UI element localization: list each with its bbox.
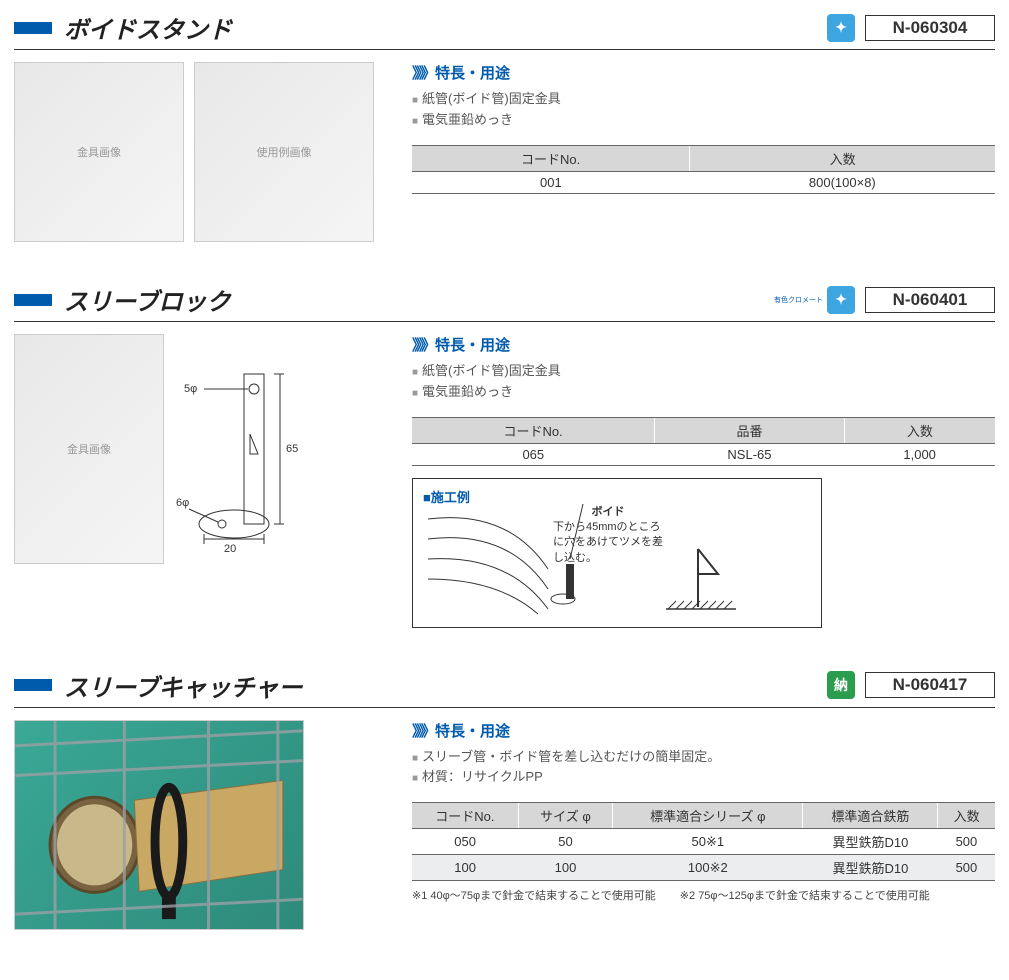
table-cell: 異型鉄筋D10 bbox=[803, 855, 938, 881]
table-cell: 001 bbox=[412, 171, 690, 193]
feature-item: 電気亜鉛めっき bbox=[412, 110, 995, 131]
dimension-diagram: 65 20 5φ 6φ bbox=[174, 334, 344, 554]
feature-item: 電気亜鉛めっき bbox=[412, 382, 995, 403]
table-header: コードNo. bbox=[412, 803, 518, 829]
feature-item: 紙管(ボイド管)固定金具 bbox=[412, 89, 995, 110]
table-cell: 500 bbox=[938, 829, 995, 855]
footnotes: ※1 40φ～75φまで針金で結束することで使用可能 ※2 75φ～125φまで… bbox=[412, 887, 995, 903]
feature-item: 紙管(ボイド管)固定金具 bbox=[412, 361, 995, 382]
table-cell: 1,000 bbox=[844, 443, 995, 465]
feature-list: 紙管(ボイド管)固定金具 電気亜鉛めっき bbox=[412, 361, 995, 403]
footnote: ※2 75φ～125φまで針金で結束することで使用可能 bbox=[680, 887, 930, 903]
category-icon: ✦ bbox=[827, 286, 855, 314]
spec-table: コードNo. サイズ φ 標準適合シリーズ φ 標準適合鉄筋 入数 050 50… bbox=[412, 802, 995, 881]
table-header: 標準適合鉄筋 bbox=[803, 803, 938, 829]
section-title: ボイドスタンド bbox=[64, 10, 827, 45]
table-cell: 100 bbox=[412, 855, 518, 881]
section-title: スリーブロック bbox=[64, 282, 774, 317]
icon-badge-label: 有色クロメート bbox=[774, 295, 823, 305]
spec-table: コードNo. 品番 入数 065 NSL-65 1,000 bbox=[412, 417, 995, 466]
table-cell: 100※2 bbox=[613, 855, 803, 881]
table-header: 品番 bbox=[655, 417, 845, 443]
table-cell: 100 bbox=[518, 855, 612, 881]
info-column: 》》》特長・用途 紙管(ボイド管)固定金具 電気亜鉛めっき コードNo. 品番 … bbox=[412, 334, 995, 628]
table-cell: 800(100×8) bbox=[690, 171, 995, 193]
section-void-stand: ボイドスタンド ✦ N-060304 金具画像 使用例画像 》》》特長・用途 紙… bbox=[14, 10, 995, 242]
table-cell: 065 bbox=[412, 443, 655, 465]
section-sleeve-lock: スリーブロック 有色クロメート ✦ N-060401 金具画像 65 bbox=[14, 282, 995, 628]
table-header: 標準適合シリーズ φ bbox=[613, 803, 803, 829]
accent-bar bbox=[14, 679, 52, 691]
spec-table: コードNo. 入数 001 800(100×8) bbox=[412, 145, 995, 194]
dim-height: 65 bbox=[286, 443, 298, 455]
category-icon: ✦ bbox=[827, 14, 855, 42]
feature-item: 材質：リサイクルPP bbox=[412, 767, 995, 788]
product-code: N-060417 bbox=[865, 672, 995, 698]
table-header: サイズ φ bbox=[518, 803, 612, 829]
product-image: 金具画像 bbox=[14, 334, 164, 564]
table-cell: 500 bbox=[938, 855, 995, 881]
section-header: スリーブロック 有色クロメート ✦ N-060401 bbox=[14, 282, 995, 322]
product-code: N-060401 bbox=[865, 287, 995, 313]
table-header: 入数 bbox=[844, 417, 995, 443]
product-image-usage: 使用例画像 bbox=[194, 62, 374, 242]
table-cell: 50※1 bbox=[613, 829, 803, 855]
section-title: スリーブキャッチャー bbox=[64, 668, 827, 703]
installation-example: ■施工例 ボイド 下から45mmのところに穴をあけてツメを差し込む。 bbox=[412, 478, 822, 628]
product-image: 金具画像 bbox=[14, 62, 184, 242]
feature-list: 紙管(ボイド管)固定金具 電気亜鉛めっき bbox=[412, 89, 995, 131]
table-cell: 50 bbox=[518, 829, 612, 855]
features-heading: 》》》特長・用途 bbox=[412, 334, 995, 355]
product-image bbox=[14, 720, 304, 930]
footnote: ※1 40φ～75φまで針金で結束することで使用可能 bbox=[412, 887, 656, 903]
section-header: ボイドスタンド ✦ N-060304 bbox=[14, 10, 995, 50]
table-cell: 異型鉄筋D10 bbox=[803, 829, 938, 855]
feature-list: スリーブ管・ボイド管を差し込むだけの簡単固定。 材質：リサイクルPP bbox=[412, 747, 995, 789]
info-column: 》》》特長・用途 紙管(ボイド管)固定金具 電気亜鉛めっき コードNo. 入数 … bbox=[412, 62, 995, 194]
table-header: コードNo. bbox=[412, 145, 690, 171]
info-column: 》》》特長・用途 スリーブ管・ボイド管を差し込むだけの簡単固定。 材質：リサイク… bbox=[412, 720, 995, 904]
dim-width: 20 bbox=[224, 543, 236, 554]
accent-bar bbox=[14, 294, 52, 306]
features-heading: 》》》特長・用途 bbox=[412, 720, 995, 741]
dim-hole1: 5φ bbox=[184, 383, 197, 395]
category-icon: 納 bbox=[827, 671, 855, 699]
product-code: N-060304 bbox=[865, 15, 995, 41]
table-header: 入数 bbox=[690, 145, 995, 171]
table-header: 入数 bbox=[938, 803, 995, 829]
table-cell: NSL-65 bbox=[655, 443, 845, 465]
features-heading: 》》》特長・用途 bbox=[412, 62, 995, 83]
table-header: コードNo. bbox=[412, 417, 655, 443]
accent-bar bbox=[14, 22, 52, 34]
feature-item: スリーブ管・ボイド管を差し込むだけの簡単固定。 bbox=[412, 747, 995, 768]
image-column bbox=[14, 720, 394, 930]
image-column: 金具画像 使用例画像 bbox=[14, 62, 394, 242]
image-column: 金具画像 65 20 5φ bbox=[14, 334, 394, 564]
section-header: スリーブキャッチャー 納 N-060417 bbox=[14, 668, 995, 708]
section-sleeve-catcher: スリーブキャッチャー 納 N-060417 bbox=[14, 668, 995, 930]
table-cell: 050 bbox=[412, 829, 518, 855]
dim-hole2: 6φ bbox=[176, 497, 189, 509]
